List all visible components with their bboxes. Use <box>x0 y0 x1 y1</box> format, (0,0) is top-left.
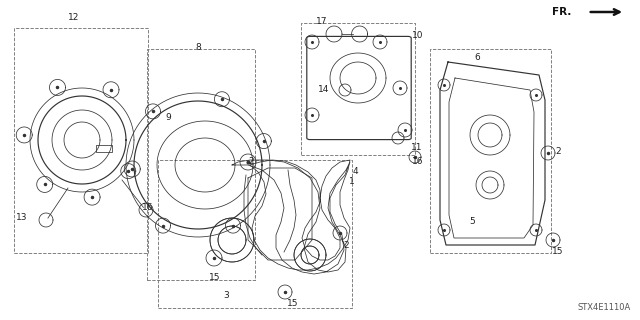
Polygon shape <box>440 62 545 245</box>
Text: 10: 10 <box>412 31 424 41</box>
Text: 16: 16 <box>412 157 424 166</box>
Text: 9: 9 <box>165 114 171 123</box>
Text: 15: 15 <box>552 247 564 257</box>
Text: 13: 13 <box>16 213 28 222</box>
Text: 8: 8 <box>195 44 201 52</box>
Text: 3: 3 <box>223 291 229 300</box>
Text: 2: 2 <box>555 148 561 156</box>
Polygon shape <box>232 160 350 274</box>
Text: 12: 12 <box>68 13 80 22</box>
Text: 11: 11 <box>412 143 423 153</box>
Text: STX4E1110A: STX4E1110A <box>577 303 630 312</box>
Text: 2: 2 <box>343 241 349 250</box>
Text: 4: 4 <box>352 167 358 177</box>
Text: 16: 16 <box>142 204 154 212</box>
Text: 2: 2 <box>248 157 254 166</box>
Text: 14: 14 <box>318 85 330 94</box>
Text: 15: 15 <box>287 300 299 308</box>
Bar <box>96 145 112 152</box>
Text: 17: 17 <box>316 18 328 27</box>
Text: FR.: FR. <box>552 7 572 17</box>
Text: 5: 5 <box>469 218 475 227</box>
Text: 1: 1 <box>349 178 355 187</box>
Text: 6: 6 <box>474 52 480 61</box>
Text: 15: 15 <box>209 274 221 283</box>
